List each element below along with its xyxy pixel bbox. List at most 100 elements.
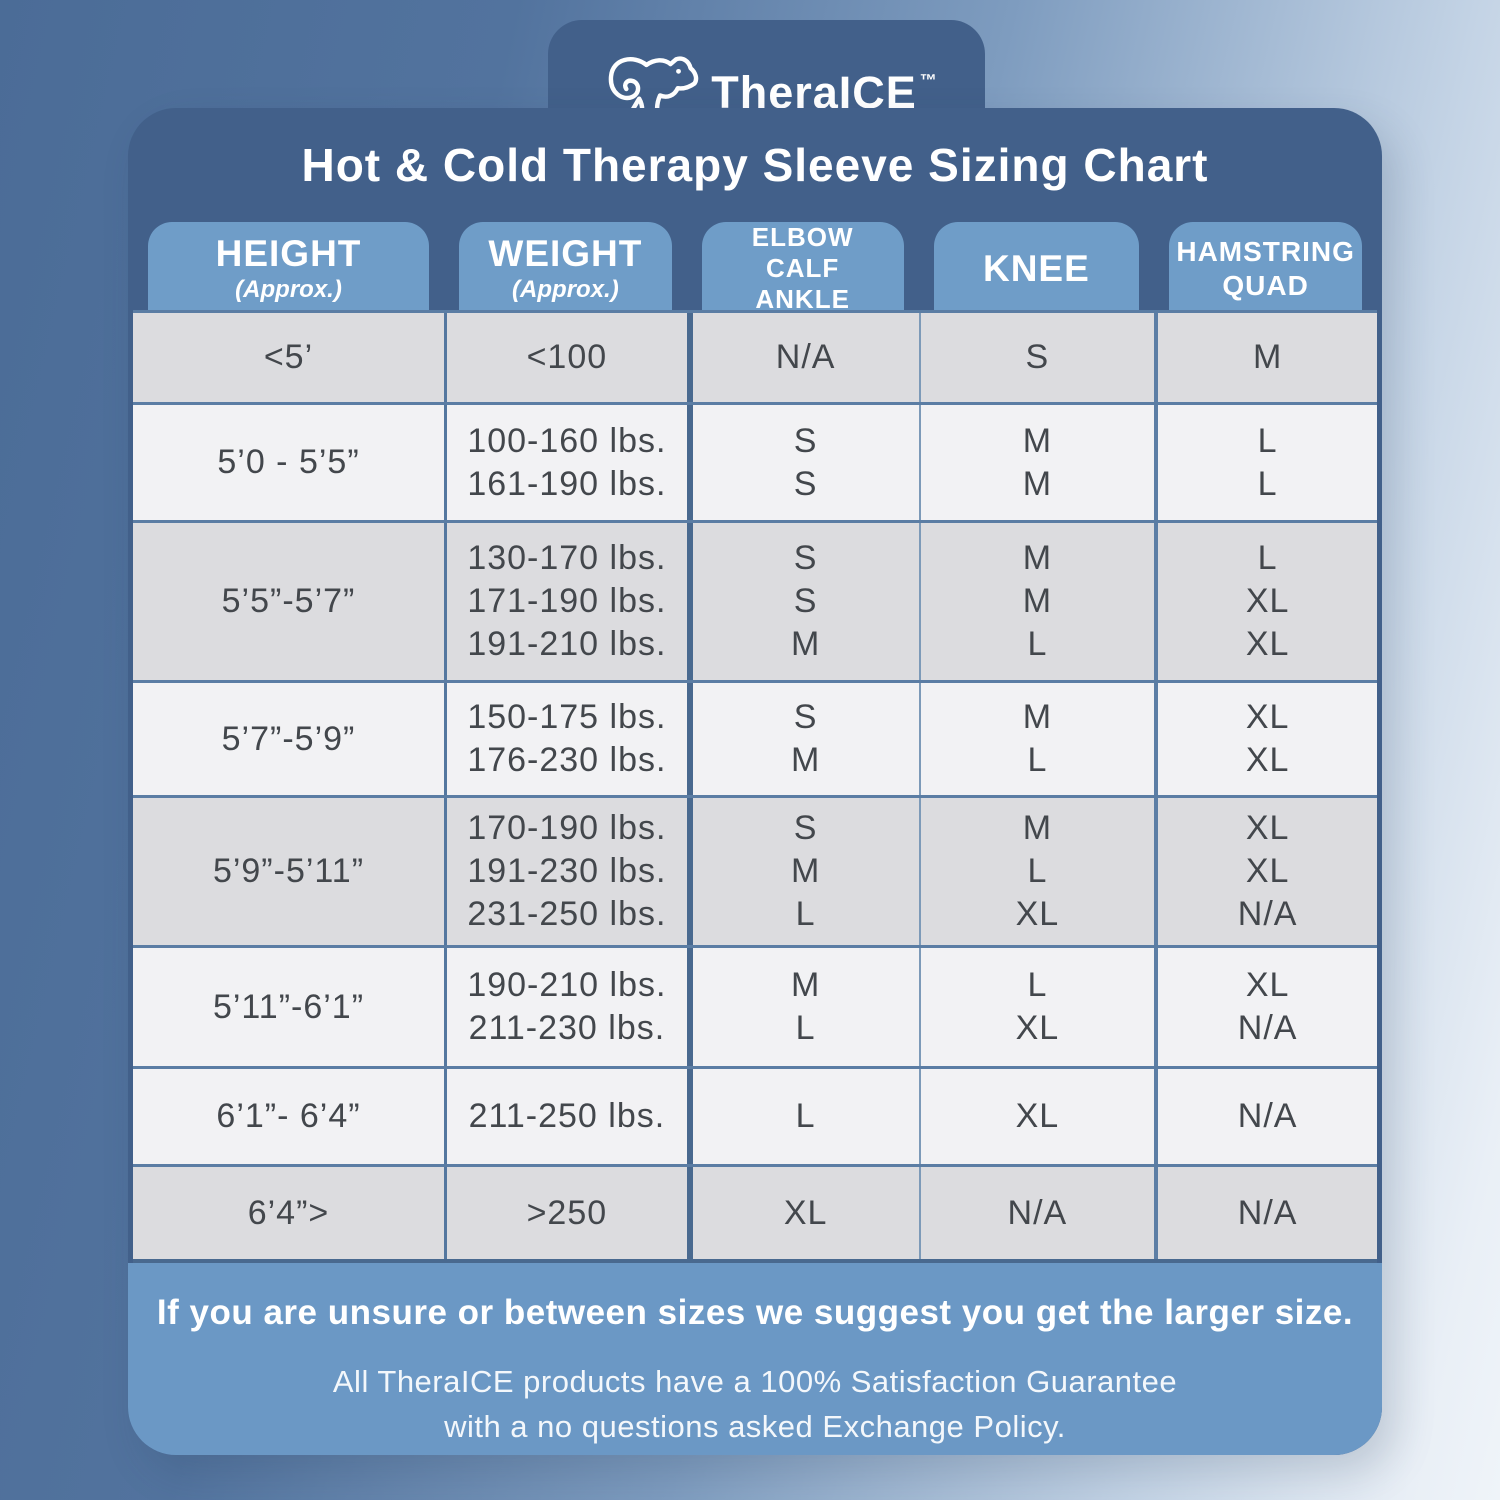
cell-value: 5’11”-6’1” [212, 987, 365, 1026]
column-header-cell: KNEE [919, 222, 1155, 315]
table-cell: 150-175 lbs. 176-230 lbs. [444, 683, 687, 795]
cell-value: L [1027, 741, 1048, 779]
column-header-tab: HEIGHT (Approx.) [148, 222, 429, 315]
cell-value: M [790, 852, 821, 890]
cell-value: XL [1245, 582, 1290, 620]
cell-value: M [1022, 698, 1053, 736]
cell-value: L [1027, 852, 1048, 890]
cell-value: M [1022, 809, 1053, 847]
table-cell: L XL [918, 948, 1155, 1066]
table-cell: N/A [918, 1167, 1155, 1259]
cell-value: S [793, 464, 818, 503]
cell-value: L [1257, 539, 1278, 577]
table-cell: 190-210 lbs. 211-230 lbs. [444, 948, 687, 1066]
table-row: 6’1”- 6’4” 211-250 lbs. L XL N/A [133, 1066, 1377, 1164]
table-cell: <5’ [133, 313, 444, 402]
cell-value: 100-160 lbs. [467, 421, 667, 460]
cell-value: XL [1015, 1097, 1060, 1135]
table-row: 5’5”-5’7” 130-170 lbs. 171-190 lbs. 191-210… [133, 520, 1377, 680]
chart-title: Hot & Cold Therapy Sleeve Sizing Chart [301, 139, 1209, 191]
table-cell: XL N/A [1154, 948, 1377, 1066]
cell-value: <5’ [263, 338, 314, 376]
table-row: 5’11”-6’1” 190-210 lbs. 211-230 lbs. M L L XL X… [133, 945, 1377, 1066]
table-cell: XL XL [1154, 683, 1377, 795]
cell-value: XL [1245, 809, 1290, 847]
column-header-sublabel: (Approx.) [235, 275, 342, 303]
table-cell: N/A [1154, 1167, 1377, 1259]
column-header-cell: HAMSTRING QUAD [1154, 222, 1377, 315]
table-cell: 6’1”- 6’4” [133, 1069, 444, 1164]
table-cell: L [686, 1069, 919, 1164]
cell-value: N/A [1007, 1193, 1068, 1232]
cell-value: L [1027, 966, 1048, 1004]
cell-value: S [793, 539, 818, 577]
trademark-symbol: ™ [919, 71, 938, 90]
cell-value: S [793, 809, 818, 847]
table-cell: 5’0 - 5’5” [133, 405, 444, 520]
cell-value: N/A [1237, 1009, 1298, 1047]
cell-value: <100 [526, 338, 608, 376]
cell-value: 130-170 lbs. [467, 539, 667, 577]
table-cell: 6’4”> [133, 1167, 444, 1259]
cell-value: L [795, 895, 816, 933]
table-row: 5’0 - 5’5” 100-160 lbs. 161-190 lbs. S S M M L L [133, 402, 1377, 520]
column-header-cell: ELBOW CALF ANKLE [687, 222, 919, 315]
cell-value: S [793, 582, 818, 620]
table-cell: >250 [444, 1167, 687, 1259]
cell-value: 211-230 lbs. [468, 1009, 666, 1047]
column-header-tab: KNEE [933, 222, 1140, 315]
cell-value: S [793, 698, 818, 736]
table-cell: 211-250 lbs. [444, 1069, 687, 1164]
column-header-tab: ELBOW CALF ANKLE [701, 222, 904, 315]
cell-value: 191-210 lbs. [467, 625, 667, 663]
cell-value: XL [1015, 895, 1060, 933]
guarantee-line-2: with a no questions asked Exchange Polic… [444, 1409, 1066, 1444]
table-cell: M L XL [918, 798, 1155, 945]
cell-value: 171-190 lbs. [467, 582, 667, 620]
cell-value: N/A [1237, 1193, 1298, 1232]
table-cell: 5’9”-5’11” [133, 798, 444, 945]
cell-value: 190-210 lbs. [467, 966, 667, 1004]
column-header-sublabel: (Approx.) [512, 275, 619, 303]
table-cell: 130-170 lbs. 171-190 lbs. 191-210 lbs. [444, 523, 687, 680]
cell-value: N/A [1237, 1097, 1298, 1135]
table-cell: L XL XL [1154, 523, 1377, 680]
cell-value: 5’0 - 5’5” [217, 443, 360, 481]
polar-bear-icon [609, 56, 699, 121]
cell-value: XL [1245, 741, 1290, 779]
cell-value: >250 [526, 1193, 608, 1232]
column-header-tab: WEIGHT (Approx.) [459, 222, 672, 315]
cell-value: XL [1245, 966, 1290, 1004]
cell-value: 170-190 lbs. [467, 809, 667, 847]
table-cell: S [918, 313, 1155, 402]
cell-value: 150-175 lbs. [467, 698, 667, 736]
cell-value: S [1025, 338, 1050, 376]
cell-value: 176-230 lbs. [467, 741, 667, 779]
cell-value: M [1022, 582, 1053, 620]
table-row: 5’7”-5’9” 150-175 lbs. 176-230 lbs. S M M L XL X… [133, 680, 1377, 795]
cell-value: M [1022, 421, 1053, 460]
table-cell: 5’7”-5’9” [133, 683, 444, 795]
cell-value: 5’5”-5’7” [221, 582, 356, 620]
cell-value: 231-250 lbs. [467, 895, 667, 933]
table-cell: XL [918, 1069, 1155, 1164]
table-cell: N/A [1154, 1069, 1377, 1164]
cell-value: L [795, 1097, 816, 1135]
cell-value: M [1022, 464, 1053, 503]
column-header-label: HAMSTRING [1176, 235, 1355, 267]
table-header-row: HEIGHT (Approx.) WEIGHT (Approx.) ELBOW CALF A… [128, 222, 1382, 315]
cell-value: 191-230 lbs. [467, 852, 667, 890]
column-header-label: KNEE [982, 247, 1090, 289]
cell-value: XL [783, 1193, 828, 1232]
cell-value: M [790, 625, 821, 663]
column-header-label: HEIGHT [215, 232, 362, 274]
table-cell: 100-160 lbs. 161-190 lbs. [444, 405, 687, 520]
cell-value: L [1257, 464, 1278, 503]
